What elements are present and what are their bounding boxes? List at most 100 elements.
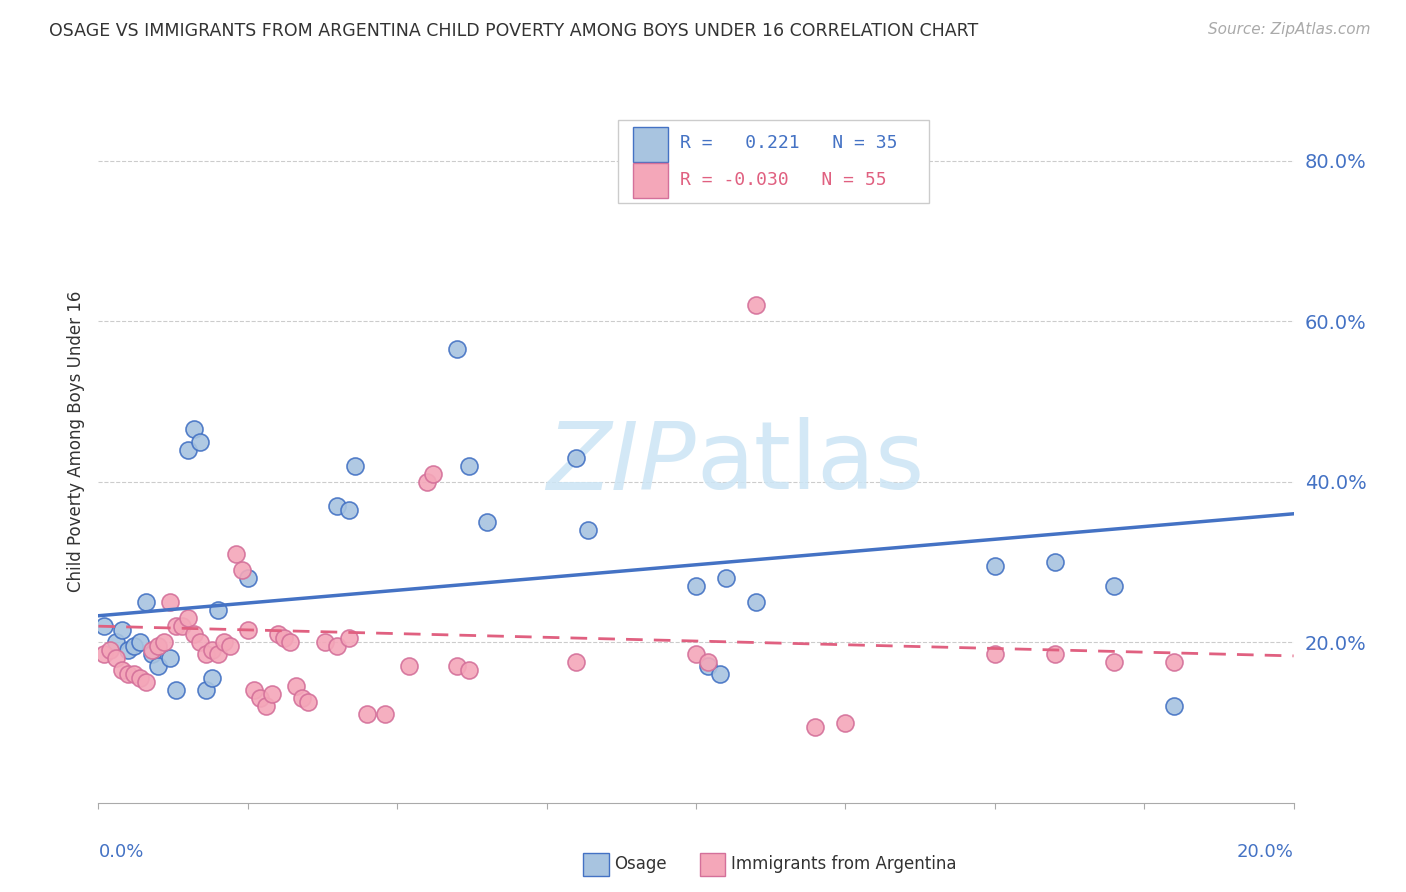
Point bbox=[697, 655, 720, 669]
Point bbox=[225, 547, 247, 561]
Point bbox=[172, 619, 194, 633]
Point bbox=[177, 611, 200, 625]
Point bbox=[714, 571, 737, 585]
Point bbox=[339, 632, 361, 646]
Point bbox=[278, 635, 301, 649]
Point bbox=[565, 450, 588, 465]
Point bbox=[141, 643, 163, 657]
Point bbox=[685, 579, 707, 593]
Point bbox=[565, 655, 588, 669]
Point bbox=[745, 298, 768, 312]
Point bbox=[195, 683, 218, 698]
Point bbox=[984, 648, 1007, 662]
Point bbox=[1043, 648, 1066, 662]
Text: OSAGE VS IMMIGRANTS FROM ARGENTINA CHILD POVERTY AMONG BOYS UNDER 16 CORRELATION: OSAGE VS IMMIGRANTS FROM ARGENTINA CHILD… bbox=[49, 22, 979, 40]
Point bbox=[697, 659, 720, 673]
Point bbox=[254, 699, 277, 714]
Point bbox=[183, 422, 205, 436]
Point bbox=[111, 664, 134, 678]
Point bbox=[207, 603, 229, 617]
Point bbox=[93, 619, 115, 633]
Point bbox=[153, 635, 176, 649]
Point bbox=[141, 648, 163, 662]
Text: Immigrants from Argentina: Immigrants from Argentina bbox=[731, 855, 956, 873]
Point bbox=[159, 595, 181, 609]
Point bbox=[356, 707, 378, 722]
Point bbox=[124, 639, 146, 653]
Point bbox=[1104, 579, 1126, 593]
Point bbox=[212, 635, 235, 649]
Point bbox=[458, 458, 481, 473]
Text: ZIP: ZIP bbox=[547, 417, 696, 508]
Point bbox=[339, 502, 361, 516]
Point bbox=[284, 680, 307, 694]
Point bbox=[105, 635, 128, 649]
Point bbox=[177, 442, 200, 457]
Point bbox=[475, 515, 498, 529]
Point bbox=[422, 467, 444, 481]
Point bbox=[344, 458, 367, 473]
Y-axis label: Child Poverty Among Boys Under 16: Child Poverty Among Boys Under 16 bbox=[66, 291, 84, 592]
Point bbox=[326, 499, 349, 513]
Point bbox=[201, 671, 224, 685]
Point bbox=[578, 523, 600, 537]
Point bbox=[135, 675, 157, 690]
Point bbox=[297, 696, 319, 710]
Point bbox=[105, 651, 128, 665]
Point bbox=[709, 667, 731, 681]
Point bbox=[1163, 699, 1185, 714]
Point bbox=[984, 558, 1007, 574]
Point bbox=[458, 664, 481, 678]
Point bbox=[315, 635, 337, 649]
Point bbox=[98, 643, 122, 657]
Point bbox=[446, 659, 468, 673]
Point bbox=[1163, 655, 1185, 669]
Point bbox=[804, 719, 827, 733]
Point bbox=[93, 648, 115, 662]
Text: R = -0.030   N = 55: R = -0.030 N = 55 bbox=[681, 170, 887, 188]
Point bbox=[1104, 655, 1126, 669]
Text: 0.0%: 0.0% bbox=[98, 843, 143, 861]
Point bbox=[416, 475, 439, 489]
FancyBboxPatch shape bbox=[633, 163, 668, 198]
Point bbox=[291, 691, 314, 706]
Point bbox=[159, 651, 181, 665]
Point bbox=[260, 687, 283, 701]
Point bbox=[1043, 555, 1066, 569]
Point bbox=[446, 342, 468, 356]
Point bbox=[201, 643, 224, 657]
Point bbox=[685, 648, 707, 662]
Text: R =   0.221   N = 35: R = 0.221 N = 35 bbox=[681, 135, 898, 153]
Point bbox=[124, 667, 146, 681]
Text: Source: ZipAtlas.com: Source: ZipAtlas.com bbox=[1208, 22, 1371, 37]
Point bbox=[111, 623, 134, 637]
FancyBboxPatch shape bbox=[619, 120, 929, 203]
Text: 20.0%: 20.0% bbox=[1237, 843, 1294, 861]
Point bbox=[745, 595, 768, 609]
Point bbox=[148, 659, 170, 673]
Point bbox=[267, 627, 290, 641]
Point bbox=[236, 623, 259, 637]
Point bbox=[374, 707, 396, 722]
Point bbox=[165, 619, 187, 633]
Point bbox=[207, 648, 229, 662]
Point bbox=[195, 648, 218, 662]
Point bbox=[398, 659, 420, 673]
Point bbox=[129, 635, 152, 649]
Point bbox=[243, 683, 266, 698]
Point bbox=[236, 571, 259, 585]
Point bbox=[326, 639, 349, 653]
Point bbox=[188, 434, 211, 449]
Point bbox=[834, 715, 856, 730]
Point bbox=[188, 635, 211, 649]
Point bbox=[135, 595, 157, 609]
Text: atlas: atlas bbox=[696, 417, 924, 509]
Point bbox=[117, 667, 139, 681]
FancyBboxPatch shape bbox=[633, 128, 668, 162]
Point bbox=[129, 671, 152, 685]
Point bbox=[273, 632, 295, 646]
Point bbox=[117, 643, 139, 657]
Text: Osage: Osage bbox=[614, 855, 666, 873]
Point bbox=[231, 563, 253, 577]
Point bbox=[183, 627, 205, 641]
